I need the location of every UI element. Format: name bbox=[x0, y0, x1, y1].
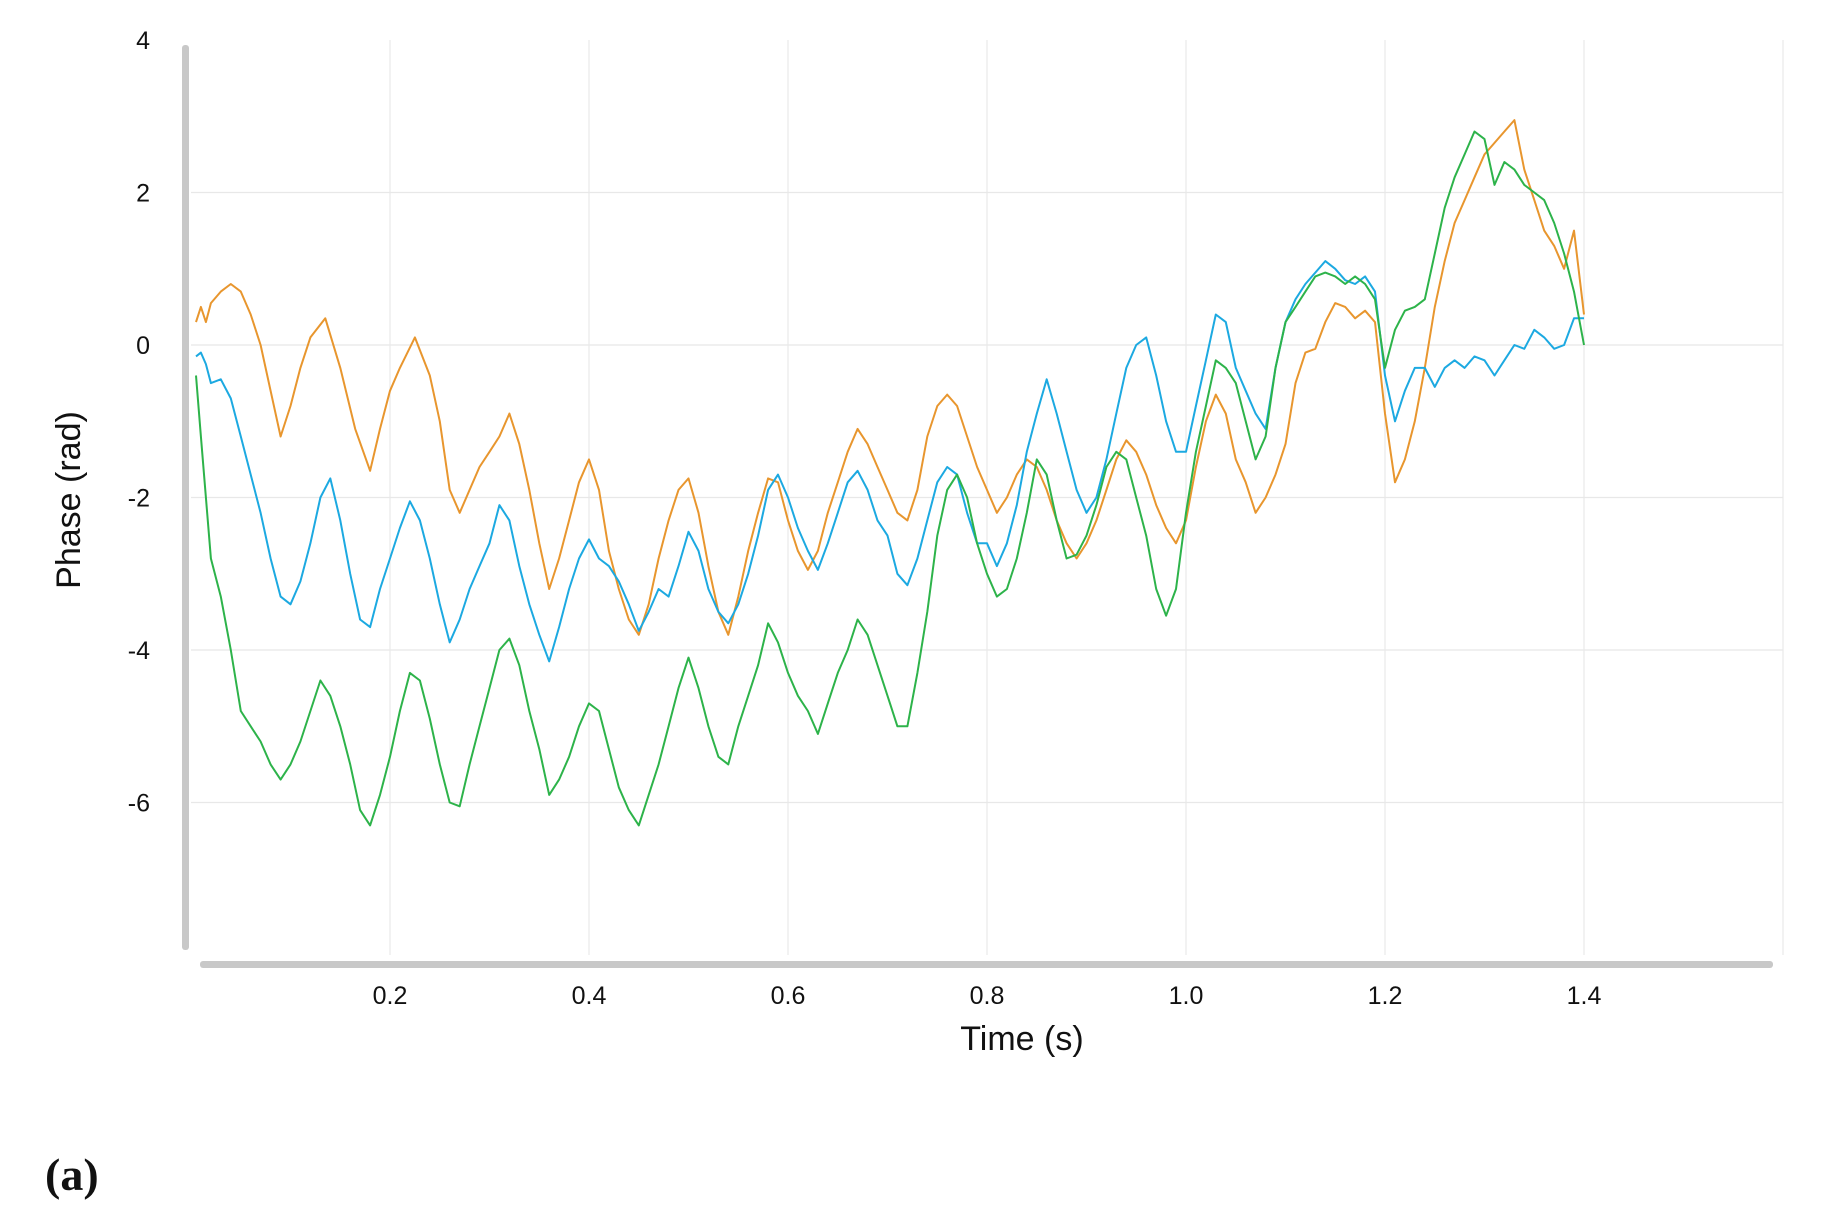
series-line-3 bbox=[195, 130, 1585, 827]
x-axis-title: Time (s) bbox=[960, 1020, 1083, 1058]
y-axis-title: Phase (rad) bbox=[50, 411, 88, 589]
y-tick-label: -2 bbox=[128, 485, 150, 513]
series-lines bbox=[195, 119, 1585, 827]
panel-label: (a) bbox=[45, 1149, 99, 1200]
y-tick-label: -4 bbox=[128, 637, 150, 665]
tick-labels: 0.2 0.4 0.6 0.8 1.0 1.2 1.4 4 2 0 -2 -4 -6 bbox=[128, 27, 1602, 1010]
x-tick-label: 0.2 bbox=[373, 982, 408, 1010]
y-tick-label: 0 bbox=[136, 332, 150, 360]
series-line-1 bbox=[195, 119, 1585, 636]
series-line-2 bbox=[195, 260, 1584, 663]
gridlines bbox=[191, 40, 1784, 955]
x-tick-label: 1.2 bbox=[1368, 982, 1403, 1010]
y-tick-label: -6 bbox=[128, 790, 150, 818]
y-tick-label: 4 bbox=[136, 27, 150, 55]
y-axis-scrollbar[interactable] bbox=[182, 45, 189, 950]
x-tick-label: 0.4 bbox=[572, 982, 607, 1010]
x-tick-label: 0.8 bbox=[970, 982, 1005, 1010]
x-tick-label: 1.0 bbox=[1169, 982, 1204, 1010]
x-tick-label: 0.6 bbox=[771, 982, 806, 1010]
y-tick-label: 2 bbox=[136, 180, 150, 208]
x-tick-label: 1.4 bbox=[1567, 982, 1602, 1010]
x-axis-scrollbar[interactable] bbox=[200, 961, 1773, 968]
axis-scrollbars bbox=[182, 45, 1773, 968]
